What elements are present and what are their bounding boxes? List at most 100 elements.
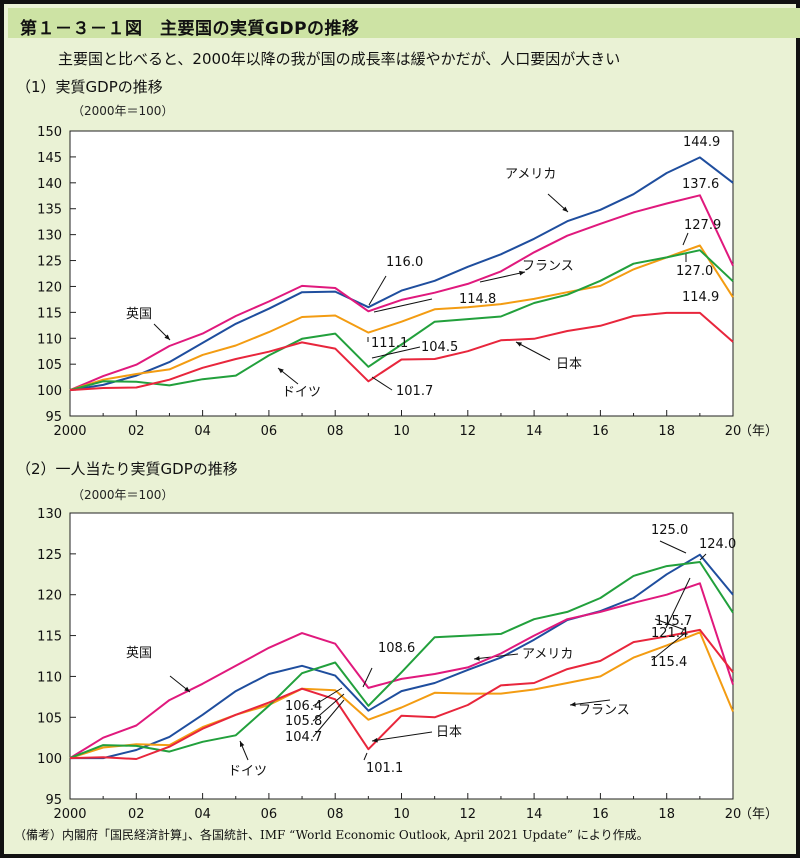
x-tick-label: 18 (658, 424, 675, 439)
figure-title: 第１－３－１図 主要国の実質GDPの推移 (20, 19, 360, 39)
x-tick-label: 02 (128, 807, 145, 822)
data-label-leader (312, 687, 343, 707)
series-label-germany: ドイツ (228, 764, 267, 779)
series-label-france: フランス (522, 259, 574, 274)
series-line-uk (69, 194, 734, 392)
leader-arrow (239, 741, 245, 747)
y-tick-label: 130 (37, 507, 62, 522)
series-label-uk: 英国 (126, 646, 152, 661)
data-label: 101.1 (366, 761, 403, 776)
y-tick-label: 95 (45, 793, 62, 808)
x-tick-label: 16 (592, 807, 609, 822)
y-tick-label: 95 (45, 410, 62, 425)
x-tick-label: 10 (393, 807, 410, 822)
data-label: 104.5 (421, 340, 458, 355)
series-label-america: アメリカ (522, 647, 573, 662)
x-axis-unit: （年） (739, 807, 778, 822)
series-line-france (69, 244, 734, 392)
x-tick-label: 06 (261, 807, 278, 822)
plot-area (69, 130, 734, 417)
x-tick-label: 06 (261, 424, 278, 439)
data-label-leader (371, 376, 393, 391)
leader-arrow (519, 270, 525, 276)
y-tick-label: 100 (37, 384, 62, 399)
series-label-germany: ドイツ (282, 385, 321, 400)
data-label: 114.9 (682, 290, 719, 305)
x-tick-label: 12 (460, 424, 477, 439)
data-label: 124.0 (699, 537, 736, 552)
chart-1: 95 100 105 110 115 120 125 130 135 140 145 150 2000 0… (37, 125, 778, 439)
data-label-leader (651, 633, 685, 661)
data-label-leader (654, 618, 686, 631)
x-tick-label: 2000 (53, 807, 86, 822)
x-tick-label: 16 (592, 424, 609, 439)
x-tick-label: 04 (194, 424, 211, 439)
data-label: 108.6 (378, 641, 415, 656)
data-label-leader (312, 699, 345, 738)
data-label-leader (665, 577, 691, 629)
y-tick-label: 105 (37, 358, 62, 373)
data-label: 144.9 (683, 135, 720, 150)
x-tick-label: 14 (526, 424, 543, 439)
data-label-leader (373, 298, 433, 313)
y-tick-label: 100 (37, 752, 62, 767)
leader-arrow (278, 368, 284, 374)
y-tick-label: 115 (37, 306, 62, 321)
data-label-leader (363, 752, 368, 761)
y-tick-label: 150 (37, 125, 62, 140)
leader-line (479, 271, 526, 283)
panel-1-title: （1）実質GDPの推移 (16, 78, 163, 96)
data-label: 137.6 (682, 177, 719, 192)
series-label-uk: 英国 (126, 307, 152, 322)
source-note: （備考）内閣府「国民経済計算」、各国統計、IMF “World Economic… (14, 828, 649, 842)
series-line-america (70, 553, 734, 760)
data-label: 121.4 (651, 626, 688, 641)
x-tick-label: 10 (393, 424, 410, 439)
x-tick-label: 20 (725, 424, 742, 439)
series-line-japan (69, 311, 734, 392)
y-tick-label: 120 (37, 280, 62, 295)
y-tick-label: 125 (37, 255, 62, 270)
data-label-leader (368, 275, 387, 306)
data-label: 101.7 (396, 384, 433, 399)
leader-line (371, 731, 433, 742)
leader-arrow (474, 656, 480, 661)
data-label: 106.4 (285, 699, 322, 714)
data-label-leader (699, 553, 707, 561)
x-tick-label: 18 (658, 807, 675, 822)
x-tick-label: 02 (128, 424, 145, 439)
y-tick-label: 145 (37, 151, 62, 166)
leader-arrow (562, 206, 568, 212)
panel-2-units: （2000年＝100） (72, 488, 174, 502)
series-line-japan (69, 628, 734, 760)
x-axis-unit: （年） (739, 424, 778, 439)
figure-subtitle: 主要国と比べると、2000年以降の我が国の成長率は緩やかだが、人口要因が大きい (58, 50, 621, 68)
y-tick-label: 105 (37, 711, 62, 726)
y-tick-label: 135 (37, 203, 62, 218)
data-label: 127.9 (684, 218, 721, 233)
leader-arrow (516, 342, 522, 347)
leader-arrow (164, 334, 170, 340)
data-label: 104.7 (285, 730, 322, 745)
data-label: 114.8 (459, 292, 496, 307)
series-line-uk (69, 582, 734, 759)
data-label: 127.0 (676, 264, 713, 279)
y-tick-label: 115 (37, 630, 62, 645)
data-label-leader (682, 232, 689, 246)
data-label-leader (362, 667, 373, 688)
data-label: 111.1 (371, 336, 408, 351)
x-tick-label: 08 (327, 424, 344, 439)
data-label: 105.8 (285, 714, 322, 729)
x-tick-label: 14 (526, 807, 543, 822)
series-label-france: フランス (578, 703, 630, 718)
leader-line (515, 341, 551, 361)
series-label-america: アメリカ (505, 167, 556, 182)
data-label-leader (371, 346, 421, 359)
leader-arrow (570, 701, 576, 707)
plot-area (69, 512, 734, 800)
x-tick-label: 2000 (53, 424, 86, 439)
y-tick-label: 120 (37, 589, 62, 604)
data-label: 116.0 (386, 255, 423, 270)
y-tick-label: 110 (37, 332, 62, 347)
